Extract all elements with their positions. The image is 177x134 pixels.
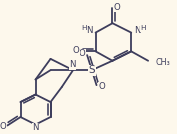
Text: N: N: [32, 123, 39, 132]
Text: S: S: [88, 65, 95, 75]
Text: H: H: [140, 25, 146, 31]
Text: O: O: [98, 82, 105, 91]
Text: N: N: [69, 60, 76, 69]
Text: O: O: [73, 46, 79, 55]
Text: N: N: [86, 26, 93, 35]
Text: H: H: [81, 25, 87, 31]
Text: O: O: [78, 49, 85, 58]
Text: O: O: [0, 122, 7, 131]
Text: O: O: [114, 3, 121, 12]
Text: N: N: [134, 26, 141, 35]
Text: CH₃: CH₃: [155, 58, 170, 67]
